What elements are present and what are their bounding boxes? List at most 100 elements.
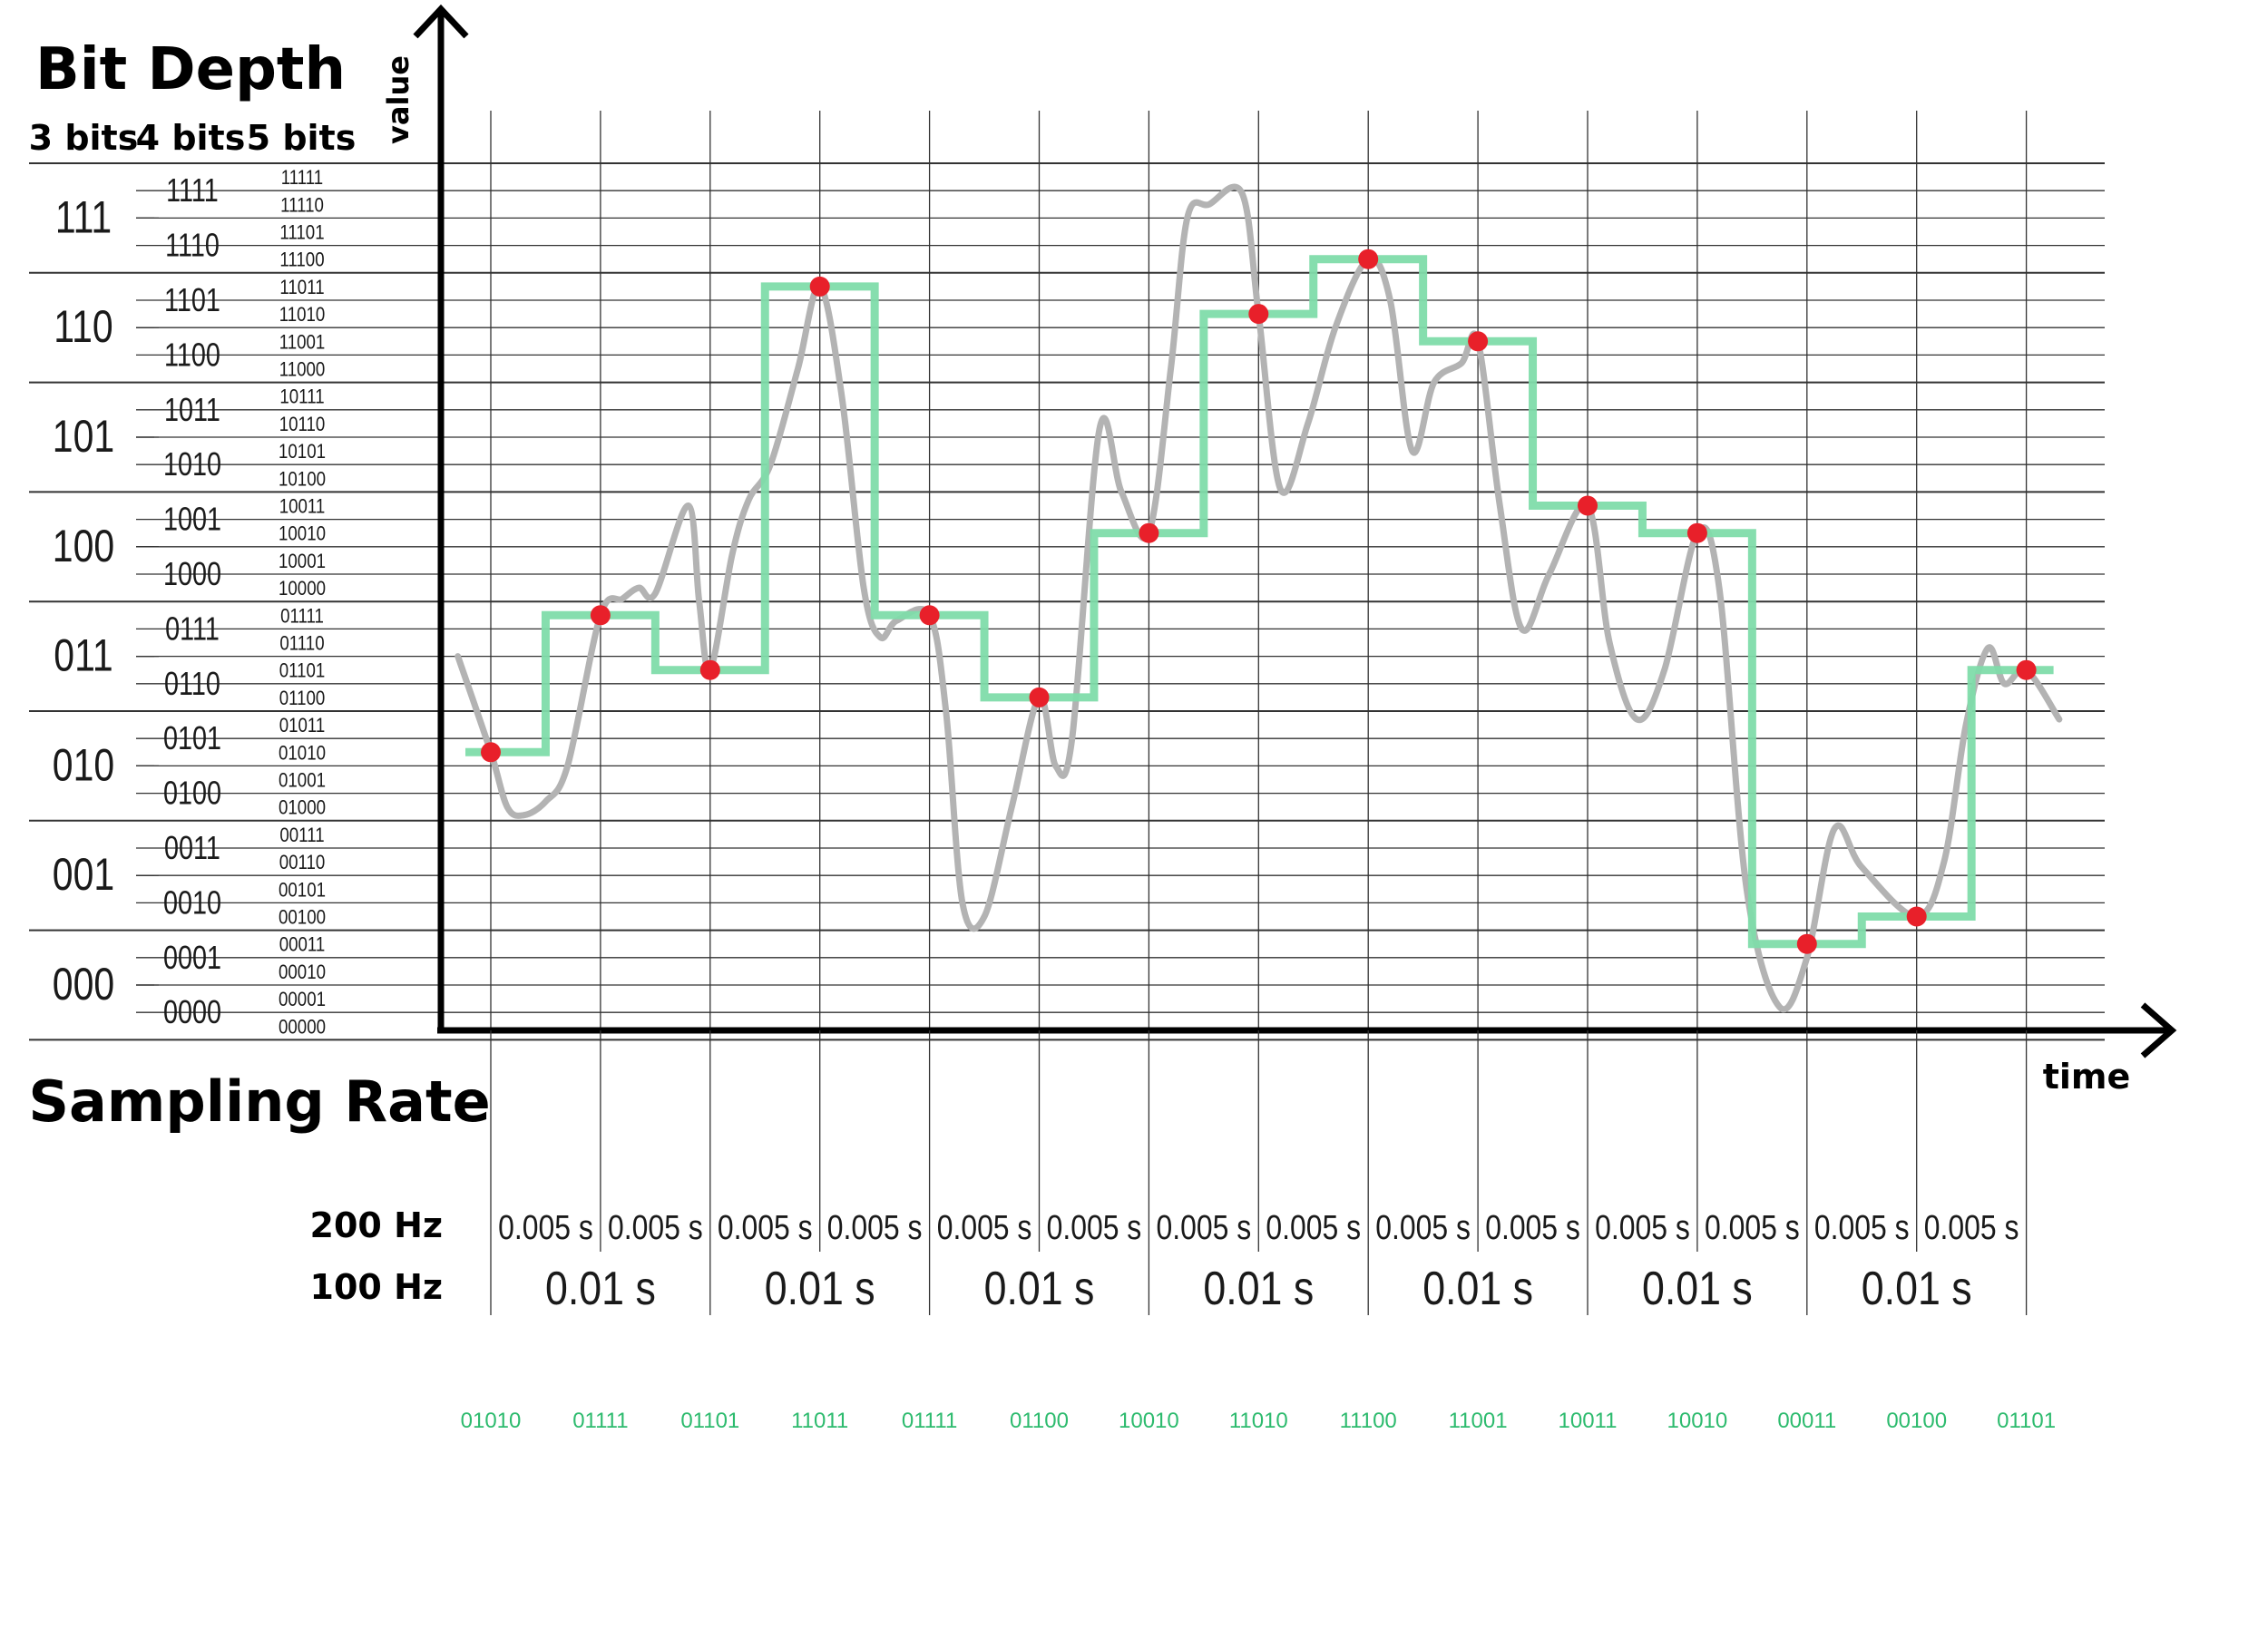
sample-code: 01101 [680, 1409, 739, 1433]
code-5bit: 01100 [279, 688, 326, 710]
interval-200hz: 0.005 s [827, 1208, 923, 1246]
y-axis-arrow-icon [413, 4, 469, 39]
interval-100hz: 0.01 s [984, 1263, 1095, 1315]
code-5bit: 10010 [279, 523, 326, 545]
code-4bit: 1011 [164, 391, 220, 428]
header-3-bits: 3 bits [29, 118, 139, 158]
code-4bit: 0011 [164, 829, 220, 866]
sampling-rate-section: Sampling Rate 200 Hz 100 Hz 0.005 s 0.005… [28, 1030, 2028, 1315]
sample-point [1578, 495, 1598, 516]
sample-point [1248, 304, 1269, 325]
code-4bit: 0111 [165, 610, 220, 647]
interval-200hz: 0.005 s [1047, 1208, 1142, 1246]
grid [29, 111, 2105, 1041]
interval-200hz: 0.005 s [608, 1208, 703, 1246]
code-5bit: 01000 [279, 797, 326, 819]
code-4bit: 0110 [164, 665, 220, 702]
sample-point [699, 659, 720, 680]
sample-code: 01111 [902, 1409, 957, 1433]
code-5bit: 00011 [279, 934, 326, 956]
interval-100hz: 0.01 s [1642, 1263, 1753, 1315]
code-5bit: 11111 [281, 168, 323, 190]
code-5bit: 01010 [279, 743, 326, 765]
header-4-bits: 4 bits [136, 118, 246, 158]
sample-code: 11011 [791, 1409, 848, 1433]
sample-point [1796, 933, 1817, 954]
axes: value time [381, 4, 2177, 1097]
sample-code: 01111 [572, 1409, 628, 1433]
interval-200hz: 0.005 s [1814, 1208, 1910, 1246]
code-3bit: 010 [53, 740, 114, 791]
interval-200hz: 0.005 s [1705, 1208, 1800, 1246]
code-5bit: 00100 [279, 907, 326, 929]
code-5bit: 11010 [279, 305, 326, 327]
interval-200hz: 0.005 s [1595, 1208, 1690, 1246]
analog-signal-curve [455, 183, 2063, 1013]
rate-100hz-label: 100 Hz [310, 1267, 443, 1307]
sample-code: 11010 [1229, 1409, 1288, 1433]
sample-point [1686, 522, 1707, 543]
code-5bit: 10101 [279, 442, 326, 463]
code-5bit: 00110 [279, 853, 326, 874]
code-4bit: 1001 [163, 500, 221, 537]
sample-point [590, 605, 611, 626]
code-4bit: 1111 [166, 171, 219, 209]
code-5bit: 10000 [279, 579, 326, 600]
sample-point [1139, 522, 1159, 543]
code-5bit: 11110 [280, 195, 324, 217]
x-axis-arrow-icon [2140, 1002, 2177, 1058]
code-5bit: 11000 [279, 359, 326, 381]
header-5-bits: 5 bits [247, 118, 357, 158]
interval-100hz: 0.01 s [1203, 1263, 1314, 1315]
code-5bit: 11001 [279, 332, 326, 354]
code-5bit: 11100 [279, 249, 324, 271]
sample-code: 10010 [1667, 1409, 1728, 1433]
code-3bit: 001 [53, 849, 114, 900]
code-5bit: 00111 [279, 825, 324, 847]
sample-point [1468, 331, 1489, 352]
code-4bit: 1100 [164, 336, 220, 373]
sample-code: 10011 [1559, 1409, 1618, 1433]
code-3bit: 101 [53, 411, 114, 462]
sample-point [2016, 659, 2037, 680]
code-5bit: 01101 [279, 660, 326, 682]
interval-100hz: 0.01 s [1862, 1263, 1972, 1315]
sample-code: 01010 [461, 1409, 522, 1433]
code-5bit: 01001 [279, 770, 326, 792]
interval-200hz: 0.005 s [937, 1208, 1032, 1246]
interval-200hz: 0.005 s [498, 1208, 593, 1246]
sample-point [1906, 906, 1927, 927]
sample-point [1358, 249, 1379, 269]
code-3bit: 100 [53, 521, 114, 571]
code-5bit: 11011 [279, 278, 324, 299]
sample-code: 00011 [1777, 1409, 1836, 1433]
sampling-rate-title: Sampling Rate [28, 1068, 490, 1135]
sample-points [481, 249, 2037, 954]
rate-200hz-label: 200 Hz [310, 1205, 443, 1245]
code-5bit: 01011 [279, 716, 326, 737]
sample-code: 01101 [1997, 1409, 2056, 1433]
code-4bit: 1010 [163, 445, 221, 483]
interval-200hz: 0.005 s [1266, 1208, 1361, 1246]
code-4bit: 1000 [163, 555, 221, 592]
code-5bit: 01111 [280, 606, 324, 628]
sample-point [1029, 687, 1050, 707]
code-3bit: 011 [54, 630, 112, 681]
code-5bit: 10111 [279, 386, 324, 408]
code-5bit: 10001 [279, 551, 326, 573]
code-4bit: 1101 [164, 281, 220, 318]
sample-code: 11001 [1449, 1409, 1508, 1433]
sample-point [481, 742, 501, 763]
interval-200hz: 0.005 s [718, 1208, 813, 1246]
code-4bit: 0010 [163, 883, 221, 921]
code-5bit: 10011 [279, 496, 326, 518]
sample-point [919, 605, 940, 626]
code-5bit: 00010 [279, 962, 326, 984]
sample-code: 00100 [1886, 1409, 1947, 1433]
intervals-100hz: 0.01 s 0.01 s 0.01 s 0.01 s 0.01 s 0.01 s 0.01… [545, 1263, 1972, 1315]
intervals-200hz: 0.005 s 0.005 s 0.005 s 0.005 s 0.005 s 0.005… [490, 1030, 2028, 1315]
sample-point [809, 276, 830, 297]
code-5bit: 11101 [279, 222, 324, 244]
interval-200hz: 0.005 s [1485, 1208, 1580, 1246]
y-axis-label: value [381, 55, 415, 144]
